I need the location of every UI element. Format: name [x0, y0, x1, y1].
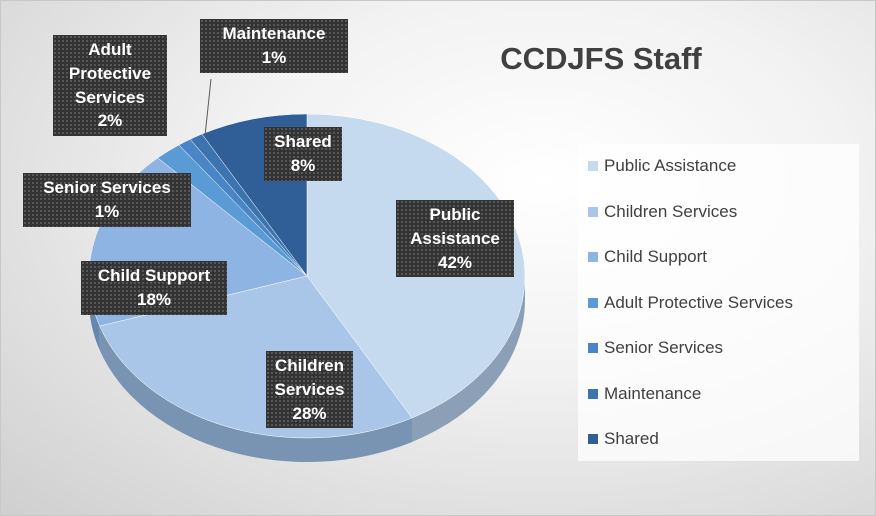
legend-swatch — [588, 343, 598, 353]
data-label-value: 1% — [261, 47, 287, 67]
legend-label: Shared — [604, 429, 659, 448]
legend-label: Child Support — [604, 247, 708, 266]
legend: Public Assistance Children Services Child … — [578, 144, 859, 461]
legend-item: Children Services — [588, 202, 737, 222]
slice-side — [99, 326, 413, 462]
data-label: Public Assistance 42% — [396, 200, 514, 278]
data-label-value: 2% — [97, 111, 123, 131]
data-label-value: 8% — [290, 155, 316, 175]
legend-item: Senior Services — [588, 338, 723, 358]
legend-item: Child Support — [588, 247, 707, 267]
chart-title: CCDJFS Staff — [500, 41, 702, 76]
legend-swatch — [588, 434, 598, 444]
data-label-value: 18% — [136, 289, 172, 309]
data-label: Child Support 18% — [81, 261, 227, 315]
legend-item: Shared — [588, 429, 659, 449]
legend-item: Public Assistance — [588, 156, 736, 176]
legend-swatch — [588, 161, 598, 171]
data-label: Adult Protective Services 2% — [53, 35, 167, 137]
leader-line — [204, 78, 212, 137]
legend-label: Children Services — [604, 201, 738, 221]
legend-swatch — [588, 297, 598, 308]
slice-side-shade — [99, 326, 413, 462]
data-label-category: Adult Protective Services — [68, 40, 152, 107]
data-label-category: Public Assistance — [410, 205, 500, 248]
data-label: Children Services 28% — [266, 351, 353, 429]
data-label-value: 28% — [292, 403, 327, 423]
data-label: Maintenance 1% — [200, 19, 348, 73]
data-label-value: 1% — [94, 201, 120, 221]
data-label-category: Child Support — [97, 266, 211, 285]
legend-label: Public Assistance — [604, 156, 737, 175]
legend-swatch — [588, 206, 598, 217]
data-label-value: 42% — [437, 252, 473, 272]
legend-swatch — [588, 252, 598, 262]
slice-side-shade — [412, 276, 525, 442]
data-label-category: Children Services — [274, 356, 345, 399]
legend-label: Maintenance — [604, 383, 702, 403]
legend-label: Senior Services — [604, 338, 724, 357]
data-label: Shared 8% — [264, 127, 342, 181]
legend-item: Adult Protective Services — [588, 293, 793, 313]
data-label-category: Maintenance — [222, 24, 326, 43]
slice-side — [412, 276, 525, 442]
data-label: Senior Services 1% — [23, 173, 191, 227]
legend-swatch — [588, 388, 598, 399]
legend-label: Adult Protective Services — [604, 292, 793, 312]
legend-item: Maintenance — [588, 384, 701, 404]
data-label-category: Senior Services — [43, 178, 171, 197]
data-label-category: Shared — [274, 132, 332, 151]
